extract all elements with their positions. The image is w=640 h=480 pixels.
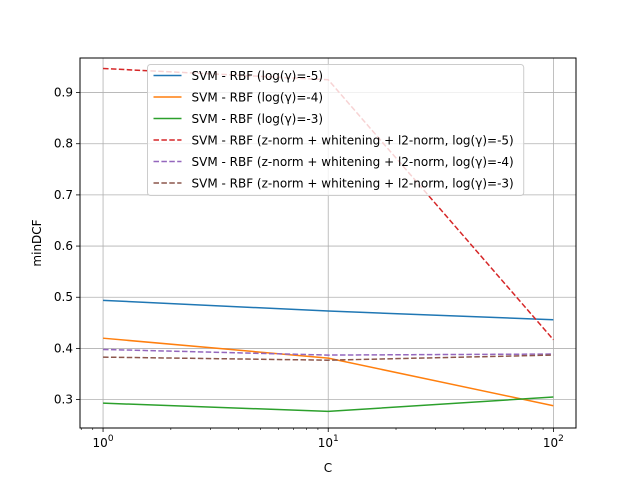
y-tick-label: 0.8 — [54, 137, 73, 151]
series-line-1 — [103, 299, 554, 321]
y-tick-label: 0.7 — [54, 188, 73, 202]
x-axis-ticks: 100 101 102 — [80, 428, 564, 450]
x-tick-label: 101 — [318, 434, 339, 450]
series-line-5 — [103, 348, 554, 356]
y-tick-label: 0.3 — [54, 393, 73, 407]
y-tick-label: 0.4 — [54, 341, 73, 355]
y-tick-label: 0.9 — [54, 86, 73, 100]
legend-label-2: SVM - RBF (log(γ)=-4) — [192, 91, 324, 105]
legend: SVM - RBF (log(γ)=-5) SVM - RBF (log(γ)=-… — [147, 64, 525, 196]
series-line-6 — [103, 354, 554, 361]
y-tick-label: 0.5 — [54, 290, 73, 304]
y-tick-label: 0.6 — [54, 239, 73, 253]
y-axis-label: minDCF — [30, 219, 44, 266]
y-axis-ticks: 0.3 0.4 0.5 0.6 0.7 0.8 0.9 — [54, 86, 80, 407]
legend-label-4: SVM - RBF (z-norm + whitening + l2-norm,… — [192, 134, 514, 148]
x-axis-label: C — [324, 461, 332, 475]
x-tick-label: 102 — [543, 434, 564, 450]
series-line-3 — [103, 396, 554, 413]
legend-label-3: SVM - RBF (log(γ)=-3) — [192, 112, 324, 126]
x-tick-label: 100 — [93, 434, 114, 450]
legend-box — [147, 64, 525, 196]
legend-label-6: SVM - RBF (z-norm + whitening + l2-norm,… — [192, 177, 514, 191]
legend-label-5: SVM - RBF (z-norm + whitening + l2-norm,… — [192, 155, 514, 169]
series-line-2 — [102, 337, 554, 407]
legend-label-1: SVM - RBF (log(γ)=-5) — [192, 69, 324, 83]
